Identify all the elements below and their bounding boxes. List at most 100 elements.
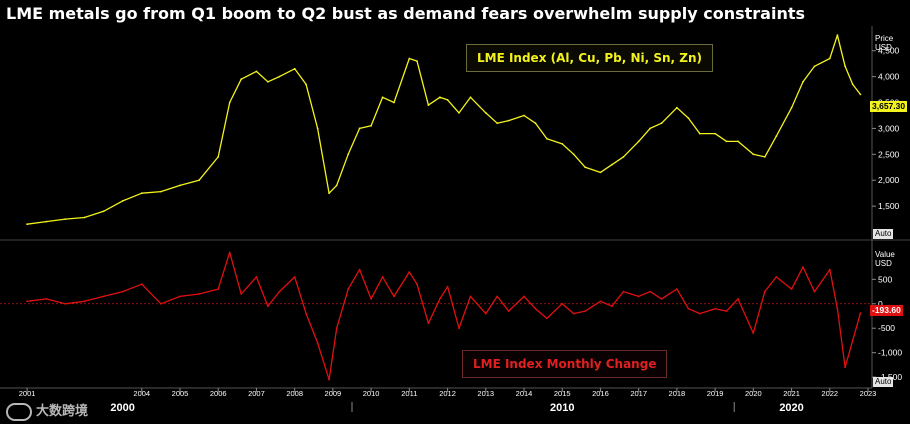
data-point-monthly-change	[179, 295, 181, 298]
data-point-monthly-change	[83, 300, 86, 303]
data-point-lme-index	[439, 96, 441, 99]
auto-scale-button-bottom[interactable]: Auto	[873, 377, 894, 387]
data-point-monthly-change	[439, 298, 441, 300]
data-point-monthly-change	[802, 266, 804, 268]
last-value-badge-index: 3,657.30	[870, 101, 908, 112]
data-point-monthly-change	[546, 317, 548, 320]
x-tick-label-year: 2004	[133, 389, 150, 398]
data-point-monthly-change	[637, 295, 640, 298]
data-point-monthly-change	[584, 310, 587, 312]
x-tick-label-year: 2001	[19, 389, 36, 398]
x-tick-label-year: 2010	[363, 389, 380, 398]
y-tick-label: 4,000	[878, 72, 900, 82]
data-point-monthly-change	[358, 268, 361, 271]
data-point-lme-index	[802, 80, 804, 83]
series-line-lme-index	[27, 34, 861, 225]
x-tick-label-year: 2018	[669, 389, 686, 398]
data-point-monthly-change	[267, 305, 269, 308]
data-point-monthly-change	[836, 307, 839, 310]
legend-monthly-change: LME Index Monthly Change	[462, 350, 668, 378]
data-point-monthly-change	[427, 322, 430, 325]
data-point-lme-index	[416, 60, 418, 62]
data-point-monthly-change	[469, 295, 472, 298]
data-point-lme-index	[427, 104, 430, 106]
data-point-lme-index	[561, 143, 564, 145]
data-point-lme-index	[408, 57, 411, 60]
data-point-lme-index	[255, 70, 258, 73]
data-point-lme-index	[611, 163, 613, 166]
x-tick-label-year: 2005	[172, 389, 189, 398]
data-point-lme-index	[26, 223, 28, 226]
series-line-monthly-change	[27, 251, 862, 381]
data-point-monthly-change	[45, 298, 48, 300]
data-point-lme-index	[572, 153, 575, 156]
y-tick-label: -500	[878, 323, 895, 333]
data-point-monthly-change	[828, 268, 831, 271]
data-point-monthly-change	[121, 290, 124, 293]
data-point-lme-index	[484, 112, 487, 114]
y-axis-label-value: Value USD	[875, 250, 895, 268]
data-point-lme-index	[179, 184, 181, 187]
y-axis-label-price: Price USD	[875, 34, 894, 52]
data-point-monthly-change	[599, 300, 602, 303]
data-point-lme-index	[393, 101, 395, 104]
chart-title: LME metals go from Q1 boom to Q2 bust as…	[6, 4, 806, 23]
auto-scale-button-top[interactable]: Auto	[873, 229, 894, 239]
data-point-lme-index	[293, 67, 296, 70]
watermark-text: 大数跨境	[36, 403, 89, 418]
x-tick-label-year: 2022	[821, 389, 838, 398]
data-point-monthly-change	[622, 290, 625, 293]
data-point-monthly-change	[293, 276, 296, 278]
data-point-lme-index	[496, 122, 499, 125]
data-point-monthly-change	[844, 366, 846, 369]
data-point-monthly-change	[316, 342, 319, 344]
data-point-lme-index	[714, 132, 716, 135]
watermark-logo-icon	[6, 402, 32, 421]
data-point-monthly-change	[714, 307, 716, 310]
data-point-lme-index	[687, 117, 690, 119]
data-point-monthly-change	[240, 293, 243, 295]
data-point-lme-index	[534, 122, 537, 125]
y-tick-label: 4,500	[878, 46, 900, 56]
data-point-monthly-change	[458, 327, 460, 330]
data-point-lme-index	[240, 78, 243, 81]
x-tick-label-year: 2017	[630, 389, 647, 398]
y-tick-label: 2,000	[878, 175, 900, 185]
data-point-lme-index	[599, 171, 602, 174]
data-point-monthly-change	[370, 298, 372, 300]
data-point-lme-index	[335, 184, 338, 187]
data-point-lme-index	[102, 210, 105, 213]
x-tick-label-year: 2013	[477, 389, 494, 398]
legend-lme-index: LME Index (Al, Cu, Pb, Ni, Sn, Zn)	[466, 44, 713, 72]
x-tick-label-decade: 2000	[110, 402, 134, 414]
data-point-monthly-change	[507, 310, 510, 312]
x-tick-label-year: 2014	[516, 389, 533, 398]
x-tick-label-year: 2020	[745, 389, 762, 398]
data-point-lme-index	[763, 156, 766, 158]
data-point-lme-index	[121, 200, 124, 202]
data-point-lme-index	[737, 140, 739, 143]
data-point-lme-index	[469, 96, 472, 99]
data-point-monthly-change	[737, 298, 739, 300]
data-point-monthly-change	[523, 295, 525, 298]
data-point-monthly-change	[305, 312, 307, 315]
data-point-lme-index	[370, 124, 372, 127]
x-tick-label-year: 2015	[554, 389, 571, 398]
data-point-monthly-change	[393, 295, 395, 298]
x-tick-label-year: 2008	[286, 389, 303, 398]
data-point-lme-index	[584, 166, 587, 169]
data-point-monthly-change	[752, 332, 755, 334]
data-point-lme-index	[140, 192, 143, 195]
data-point-monthly-change	[347, 288, 350, 290]
data-point-lme-index	[649, 127, 651, 130]
data-point-monthly-change	[790, 288, 793, 290]
data-point-monthly-change	[660, 298, 663, 300]
data-point-monthly-change	[446, 285, 449, 288]
data-point-lme-index	[523, 114, 525, 117]
y-tick-label: 1,500	[878, 201, 900, 211]
data-point-lme-index	[752, 153, 755, 156]
data-point-lme-index	[316, 127, 319, 130]
data-point-monthly-change	[698, 312, 701, 315]
data-point-lme-index	[347, 153, 350, 156]
data-point-lme-index	[698, 132, 701, 135]
